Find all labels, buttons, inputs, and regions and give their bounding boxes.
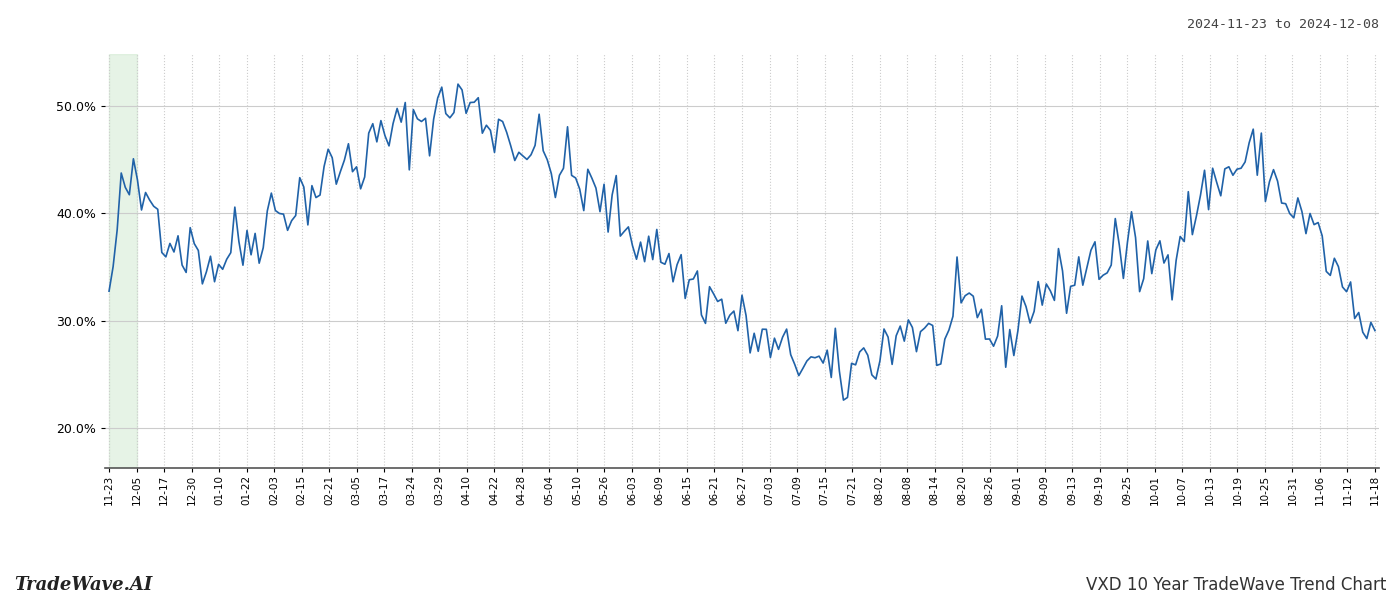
Text: VXD 10 Year TradeWave Trend Chart: VXD 10 Year TradeWave Trend Chart — [1085, 576, 1386, 594]
Text: TradeWave.AI: TradeWave.AI — [14, 576, 153, 594]
Text: 2024-11-23 to 2024-12-08: 2024-11-23 to 2024-12-08 — [1187, 18, 1379, 31]
Bar — [109, 54, 137, 468]
